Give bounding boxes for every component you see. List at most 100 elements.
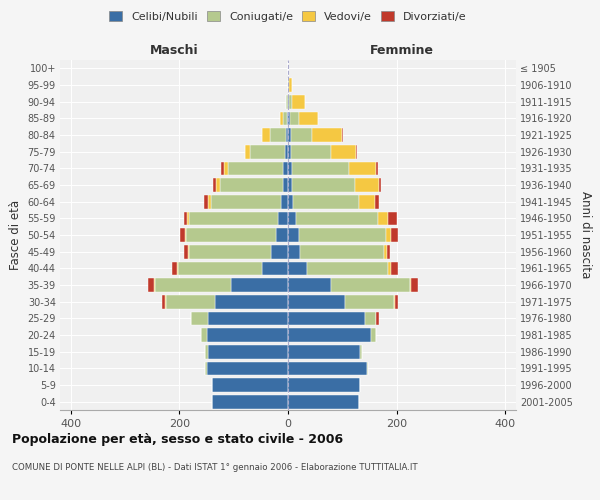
Bar (394, 295, 395, 308)
Bar (288, 112, 290, 125)
Bar (162, 295, 165, 308)
Bar (148, 278, 154, 292)
Bar (285, 145, 288, 158)
Bar (365, 312, 376, 325)
Bar (166, 295, 215, 308)
Bar (180, 228, 185, 242)
Bar (216, 178, 220, 192)
Bar (288, 212, 296, 225)
Bar (208, 195, 211, 208)
Bar (187, 212, 188, 225)
Bar (288, 178, 292, 192)
Bar (288, 262, 307, 275)
Bar (331, 278, 410, 292)
Bar (288, 395, 359, 408)
Bar (270, 128, 286, 142)
Bar (292, 178, 355, 192)
Bar (288, 228, 299, 242)
Bar (288, 78, 289, 92)
Bar (288, 245, 300, 258)
Bar (208, 345, 288, 358)
Bar (286, 128, 288, 142)
Bar (307, 262, 388, 275)
Bar (379, 178, 381, 192)
Bar (250, 145, 285, 158)
Bar (191, 312, 208, 325)
Bar (287, 112, 288, 125)
Bar (172, 262, 177, 275)
Bar (185, 228, 187, 242)
Text: Femmine: Femmine (370, 44, 434, 57)
Bar (376, 312, 379, 325)
Bar (155, 278, 231, 292)
Bar (188, 212, 278, 225)
Bar (300, 245, 384, 258)
Text: Popolazione per età, sesso e stato civile - 2006: Popolazione per età, sesso e stato civil… (12, 432, 343, 446)
Bar (184, 245, 188, 258)
Bar (288, 362, 367, 375)
Bar (288, 328, 371, 342)
Bar (184, 212, 187, 225)
Bar (220, 178, 283, 192)
Bar (292, 95, 305, 108)
Bar (165, 295, 166, 308)
Bar (231, 278, 288, 292)
Bar (280, 112, 283, 125)
Bar (177, 262, 178, 275)
Bar (205, 362, 206, 375)
Bar (208, 312, 288, 325)
Bar (331, 145, 356, 158)
Bar (395, 295, 398, 308)
Legend: Celibi/Nubili, Coniugati/e, Vedovi/e, Divorziati/e: Celibi/Nubili, Coniugati/e, Vedovi/e, Di… (106, 8, 470, 25)
Bar (386, 228, 391, 242)
Bar (288, 378, 359, 392)
Bar (388, 262, 391, 275)
Bar (228, 162, 283, 175)
Bar (289, 78, 292, 92)
Bar (375, 195, 379, 208)
Bar (355, 178, 379, 192)
Bar (204, 195, 208, 208)
Bar (206, 328, 288, 342)
Bar (213, 178, 216, 192)
Bar (286, 95, 288, 108)
Bar (290, 112, 299, 125)
Bar (288, 295, 345, 308)
Text: COMUNE DI PONTE NELLE ALPI (BL) - Dati ISTAT 1° gennaio 2006 - Elaborazione TUTT: COMUNE DI PONTE NELLE ALPI (BL) - Dati I… (12, 462, 418, 471)
Bar (154, 278, 155, 292)
Bar (201, 328, 206, 342)
Bar (377, 212, 388, 225)
Bar (356, 145, 357, 158)
Bar (293, 195, 359, 208)
Bar (189, 245, 271, 258)
Text: Maschi: Maschi (149, 44, 199, 57)
Bar (278, 212, 288, 225)
Bar (283, 178, 288, 192)
Bar (384, 245, 387, 258)
Bar (262, 262, 288, 275)
Bar (313, 128, 342, 142)
Bar (288, 312, 365, 325)
Bar (283, 162, 288, 175)
Bar (205, 345, 208, 358)
Bar (178, 262, 262, 275)
Bar (410, 278, 411, 292)
Y-axis label: Fasce di età: Fasce di età (9, 200, 22, 270)
Bar (292, 162, 349, 175)
Bar (221, 162, 224, 175)
Bar (291, 128, 313, 142)
Bar (224, 162, 228, 175)
Bar (349, 162, 376, 175)
Bar (271, 245, 288, 258)
Bar (276, 228, 288, 242)
Bar (296, 212, 377, 225)
Bar (288, 95, 289, 108)
Bar (359, 195, 375, 208)
Bar (262, 128, 270, 142)
Bar (411, 278, 418, 292)
Bar (299, 112, 319, 125)
Bar (288, 162, 292, 175)
Bar (299, 228, 386, 242)
Bar (371, 328, 376, 342)
Bar (188, 245, 189, 258)
